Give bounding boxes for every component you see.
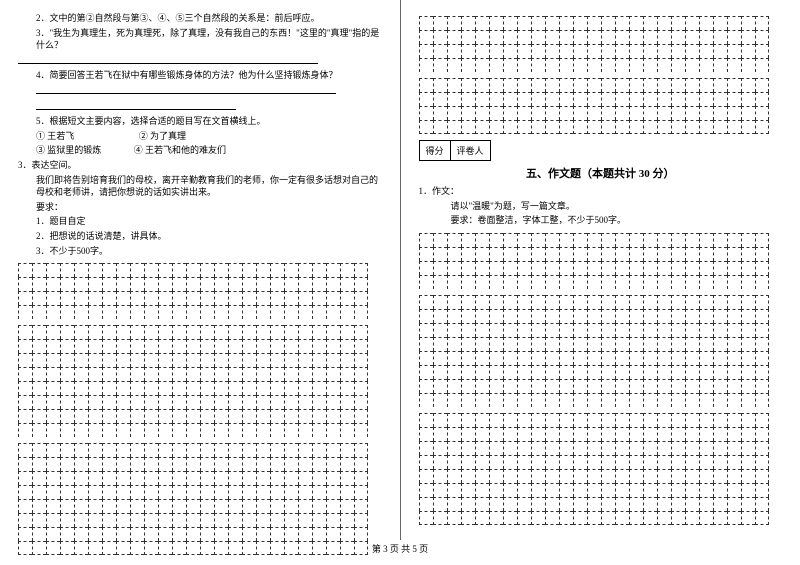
requirement-1: 1．题目自定 [18, 215, 382, 228]
requirement-3: 3．不少于500字。 [18, 245, 382, 258]
section-title: 五、作文题（本题共计 30 分） [419, 165, 783, 181]
expression-heading: 3．表达空间。 [18, 159, 382, 172]
writing-grid-right-bottom [419, 233, 783, 525]
writing-grid-left [18, 263, 382, 555]
left-column: 2．文中的第②自然段与第③、④、⑤三个自然段的关系是：前后呼应。 3．"我生为真… [0, 0, 401, 540]
answer-line [36, 100, 236, 110]
question-3: 3．"我生为真理生，死为真理死，除了真理，没有我自己的东西！"这里的"真理"指的… [18, 27, 382, 52]
essay-prompt: 请以"温暖"为题，写一篇文章。 [419, 200, 783, 213]
option-3: ③ 监狱里的锻炼 [36, 145, 101, 155]
right-column: 得分 评卷人 五、作文题（本题共计 30 分） 1．作文： 请以"温暖"为题，写… [401, 0, 800, 540]
option-4: ④ 王若飞和他的难友们 [134, 145, 226, 155]
question-5: 5．根据短文主要内容，选择合适的题目写在文首横线上。 [18, 115, 382, 128]
score-box: 得分 评卷人 [419, 140, 783, 161]
essay-requirement: 要求：卷面整洁，字体工整，不少于500字。 [419, 214, 783, 227]
answer-line [36, 84, 336, 94]
question-2: 2．文中的第②自然段与第③、④、⑤三个自然段的关系是：前后呼应。 [18, 12, 382, 25]
expression-text: 我们即将告别培育我们的母校，离开辛勤教育我们的老师，你一定有很多话想对自己的母校… [18, 174, 382, 199]
options-row-1: ① 王若飞 ② 为了真理 [18, 130, 382, 143]
writing-grid-right-top [419, 16, 783, 134]
requirement-2: 2．把想说的话说清楚，讲具体。 [18, 230, 382, 243]
options-row-2: ③ 监狱里的锻炼 ④ 王若飞和他的难友们 [18, 144, 382, 157]
option-1: ① 王若飞 [36, 131, 74, 141]
question-4: 4．简要回答王若飞在狱中有哪些锻炼身体的方法？他为什么坚持锻炼身体？ [18, 69, 382, 82]
answer-line [18, 54, 318, 64]
essay-q1: 1．作文： [419, 185, 783, 198]
option-2: ② 为了真理 [139, 131, 186, 141]
requirements-label: 要求： [18, 201, 382, 214]
grader-label: 评卷人 [451, 140, 491, 161]
score-label: 得分 [419, 140, 451, 161]
